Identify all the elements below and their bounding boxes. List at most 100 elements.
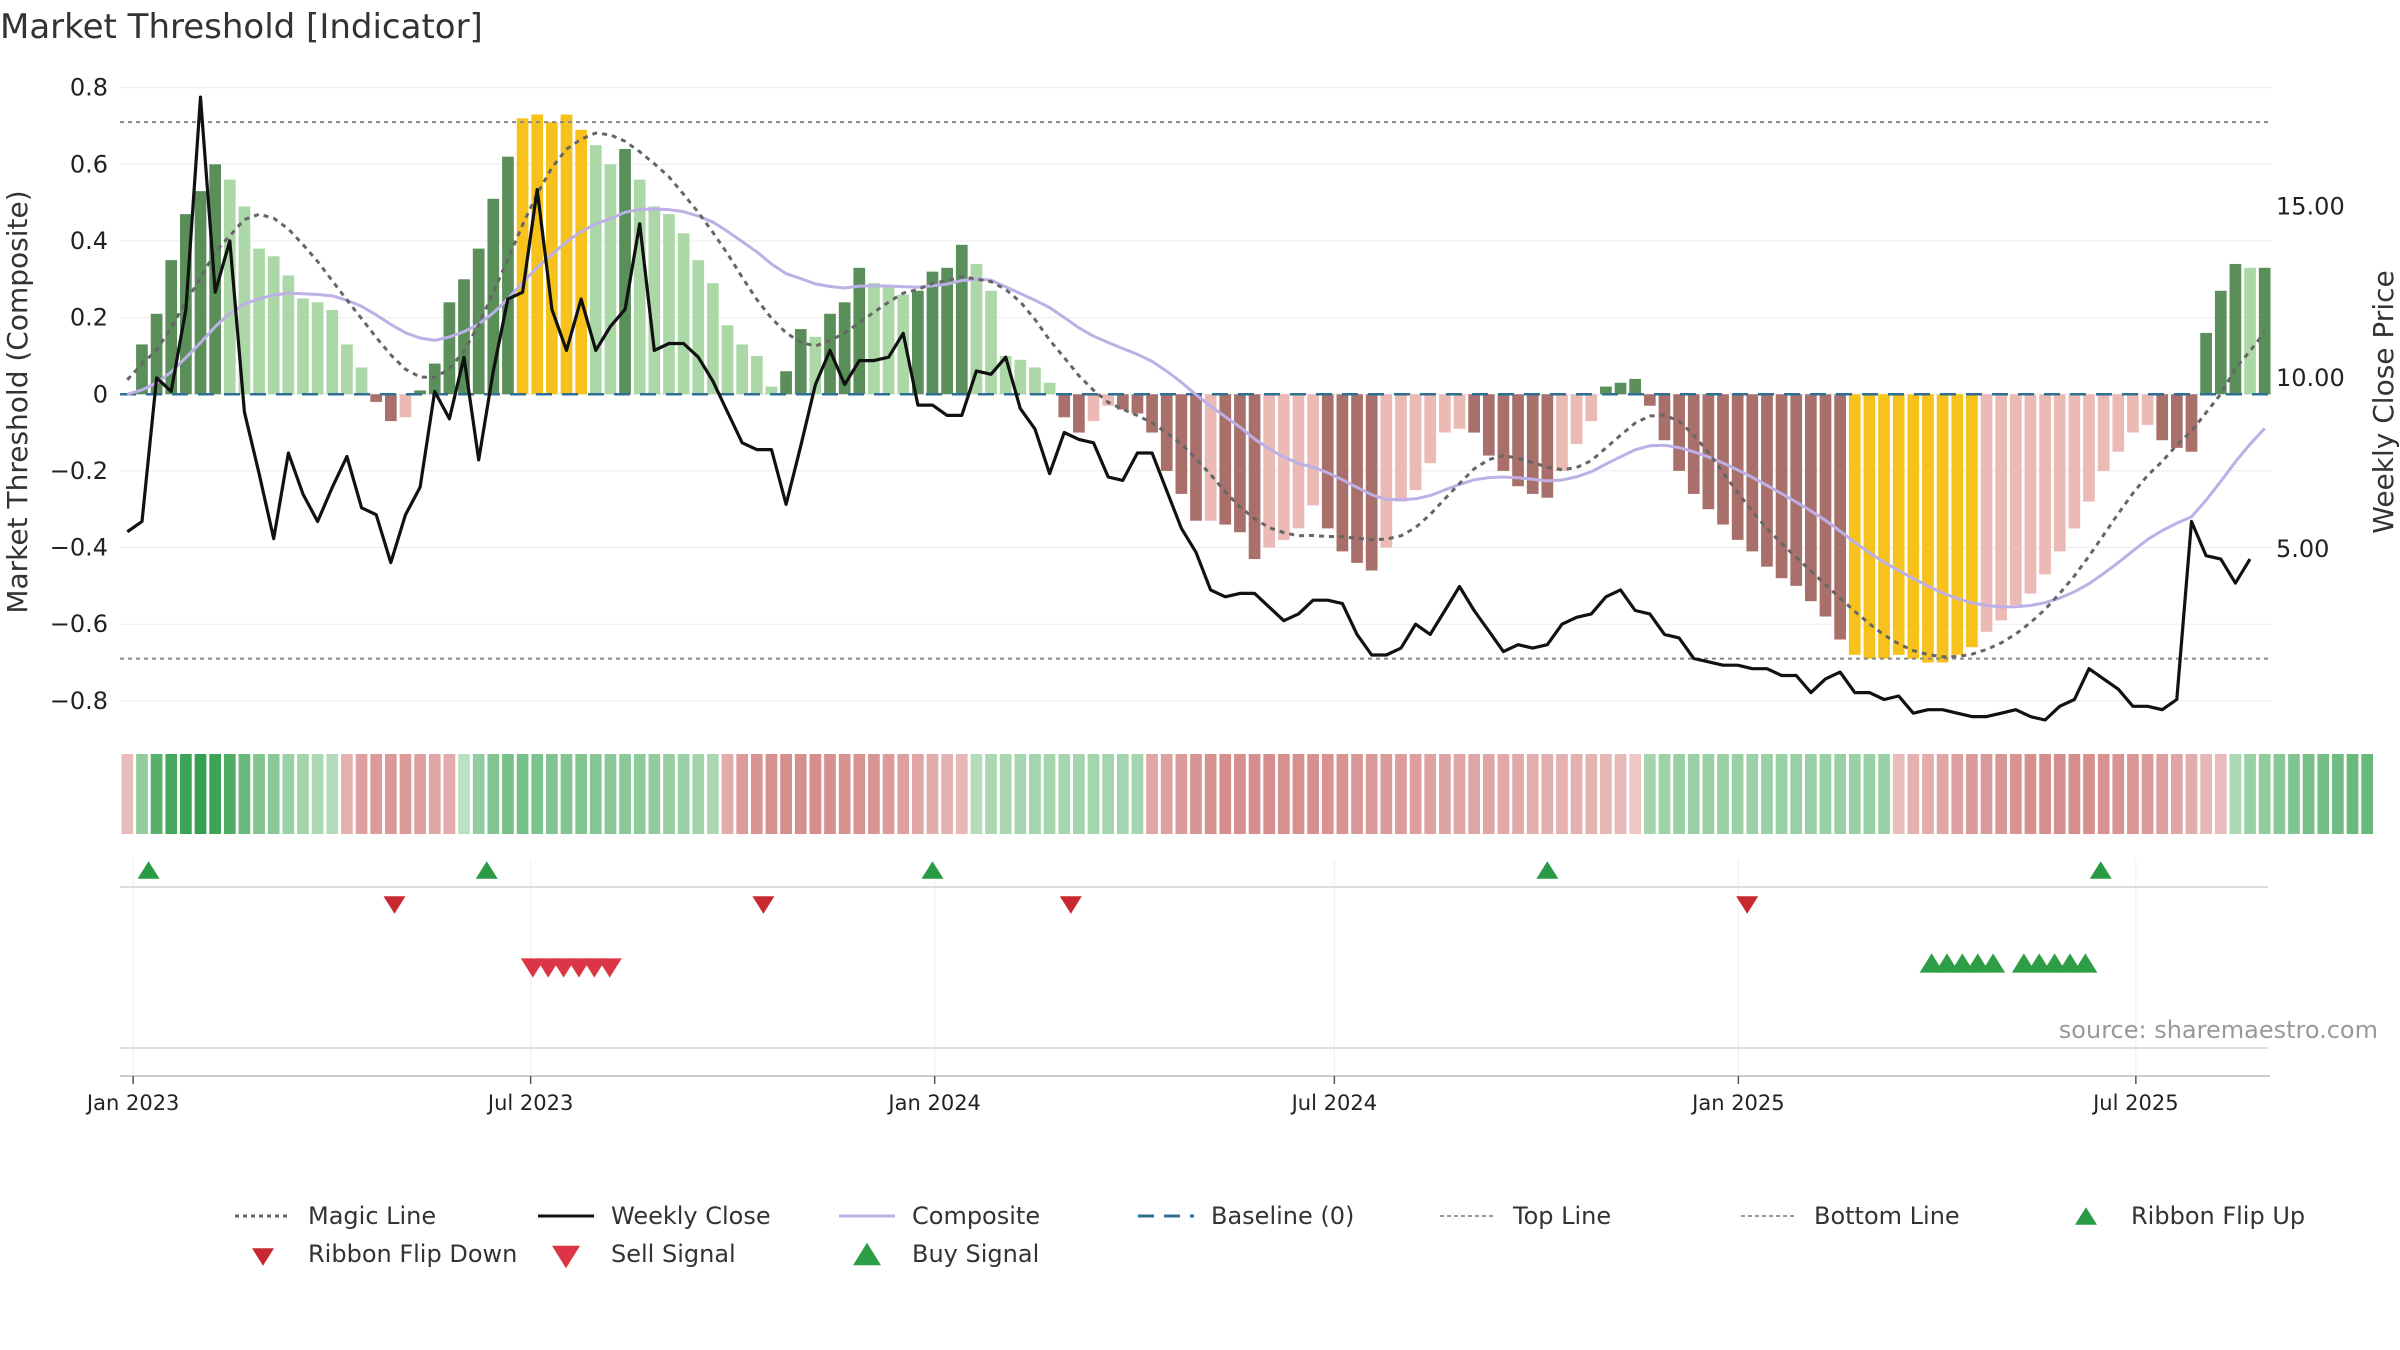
composite-bar xyxy=(516,118,529,395)
ribbon-segment xyxy=(1043,754,1056,834)
composite-bar xyxy=(765,386,778,395)
buy-signal-marker xyxy=(1919,953,1944,973)
composite-bar xyxy=(1175,394,1188,494)
ribbon-segment xyxy=(472,754,485,834)
legend-label: Sell Signal xyxy=(611,1240,736,1268)
y-left-tick-label: −0.2 xyxy=(50,457,108,485)
composite-bar xyxy=(1819,394,1832,617)
ribbon-segment xyxy=(2288,754,2300,834)
composite-bar xyxy=(868,283,880,395)
y-left-tick-label: 0.8 xyxy=(70,74,108,102)
ribbon-segment xyxy=(1190,754,1202,834)
ribbon-segment xyxy=(941,754,953,834)
ribbon-segment xyxy=(1570,754,1583,834)
y-right-tick-label: 15.00 xyxy=(2276,193,2345,221)
composite-bar xyxy=(2024,394,2037,594)
composite-bar xyxy=(2112,394,2125,452)
signal-markers xyxy=(120,860,2270,1080)
composite-bar xyxy=(2214,290,2227,395)
ribbon-segment xyxy=(926,754,939,834)
composite-bar xyxy=(1424,394,1437,464)
ribbon-segment xyxy=(1556,754,1568,834)
composite-bar xyxy=(502,156,514,395)
ribbon-segment xyxy=(1365,754,1378,834)
sell-signal-marker xyxy=(536,958,561,978)
ribbon-segment xyxy=(1878,754,1890,834)
ribbon-segment xyxy=(1175,754,1188,834)
composite-bar xyxy=(633,179,646,395)
composite-bar xyxy=(1790,394,1803,586)
ribbon-flip-down-marker xyxy=(1736,896,1759,914)
ribbon-segment xyxy=(1439,754,1451,834)
ribbon-segment xyxy=(311,754,324,834)
buy-signal-marker xyxy=(2073,953,2098,973)
composite-bar xyxy=(999,355,1012,395)
composite-bar xyxy=(1980,394,1993,632)
ribbon-segment xyxy=(2024,754,2037,834)
composite-bar xyxy=(194,191,207,395)
ribbon-segment xyxy=(1658,754,1671,834)
ribbon-segment xyxy=(238,754,251,834)
composite-bar xyxy=(1087,394,1100,422)
composite-bar xyxy=(238,206,251,395)
ribbon-segment xyxy=(911,754,924,834)
composite-bar xyxy=(458,279,470,395)
date-tick-label: Jul 2025 xyxy=(2091,1091,2178,1115)
composite-bar xyxy=(1512,394,1524,487)
composite-bar xyxy=(2068,394,2081,529)
ribbon-segment xyxy=(1497,754,1510,834)
ribbon-segment xyxy=(1336,754,1349,834)
legend-item-magic: Magic Line xyxy=(235,1202,436,1230)
ribbon-segment xyxy=(2273,754,2286,834)
sell-signal-marker xyxy=(582,958,607,978)
ribbon-segment xyxy=(2068,754,2081,834)
composite-bar xyxy=(1439,394,1451,433)
composite-bar xyxy=(970,263,983,395)
legend-item-composite: Composite xyxy=(839,1202,1040,1230)
composite-bar xyxy=(1673,394,1685,471)
sell-signal-marker xyxy=(566,958,591,978)
legend-item-flipup: Ribbon Flip Up xyxy=(2075,1202,2305,1230)
ribbon-segment xyxy=(1922,754,1934,834)
ribbon-segment xyxy=(663,754,675,834)
ribbon-segment xyxy=(502,754,514,834)
ribbon-segment xyxy=(2346,754,2359,834)
composite-bar xyxy=(1966,394,1978,648)
composite-bar xyxy=(2009,394,2022,606)
ribbon-segment xyxy=(999,754,1012,834)
ribbon-segment xyxy=(1805,754,1817,834)
composite-bar xyxy=(2053,394,2066,552)
composite-bar xyxy=(750,355,763,395)
composite-bar xyxy=(560,114,573,395)
composite-bar xyxy=(1600,386,1612,395)
y-left-tick-label: 0.2 xyxy=(70,304,108,332)
composite-bar xyxy=(1453,394,1466,429)
y-right-tick-label: 10.00 xyxy=(2276,364,2345,392)
composite-bar xyxy=(2200,332,2212,395)
ribbon-segment xyxy=(1277,754,1290,834)
composite-bar xyxy=(1014,359,1027,395)
composite-bar xyxy=(1775,394,1788,579)
ribbon-segment xyxy=(1614,754,1627,834)
weekly-close-line xyxy=(126,95,2252,722)
composite-bar xyxy=(1951,394,1964,655)
ribbon-segment xyxy=(1248,754,1261,834)
ribbon-segment xyxy=(1395,754,1407,834)
ribbon-segment xyxy=(985,754,997,834)
composite-bar xyxy=(1526,394,1539,494)
ribbon-segment xyxy=(1116,754,1129,834)
ribbon-segment xyxy=(780,754,792,834)
sell-signal-marker xyxy=(520,958,545,978)
ribbon-segment xyxy=(1014,754,1027,834)
composite-bar xyxy=(1131,394,1144,414)
buy-signal-marker xyxy=(2011,953,2036,973)
ribbon-segment xyxy=(1702,754,1715,834)
ribbon-segment xyxy=(1936,754,1949,834)
ribbon-flip-up-marker xyxy=(921,861,944,879)
composite-bar xyxy=(370,394,383,402)
ribbon-segment xyxy=(794,754,807,834)
composite-bar xyxy=(736,344,749,395)
ribbon-segment xyxy=(1746,754,1759,834)
composite-bar xyxy=(1146,394,1158,433)
composite-bar xyxy=(1263,394,1276,548)
